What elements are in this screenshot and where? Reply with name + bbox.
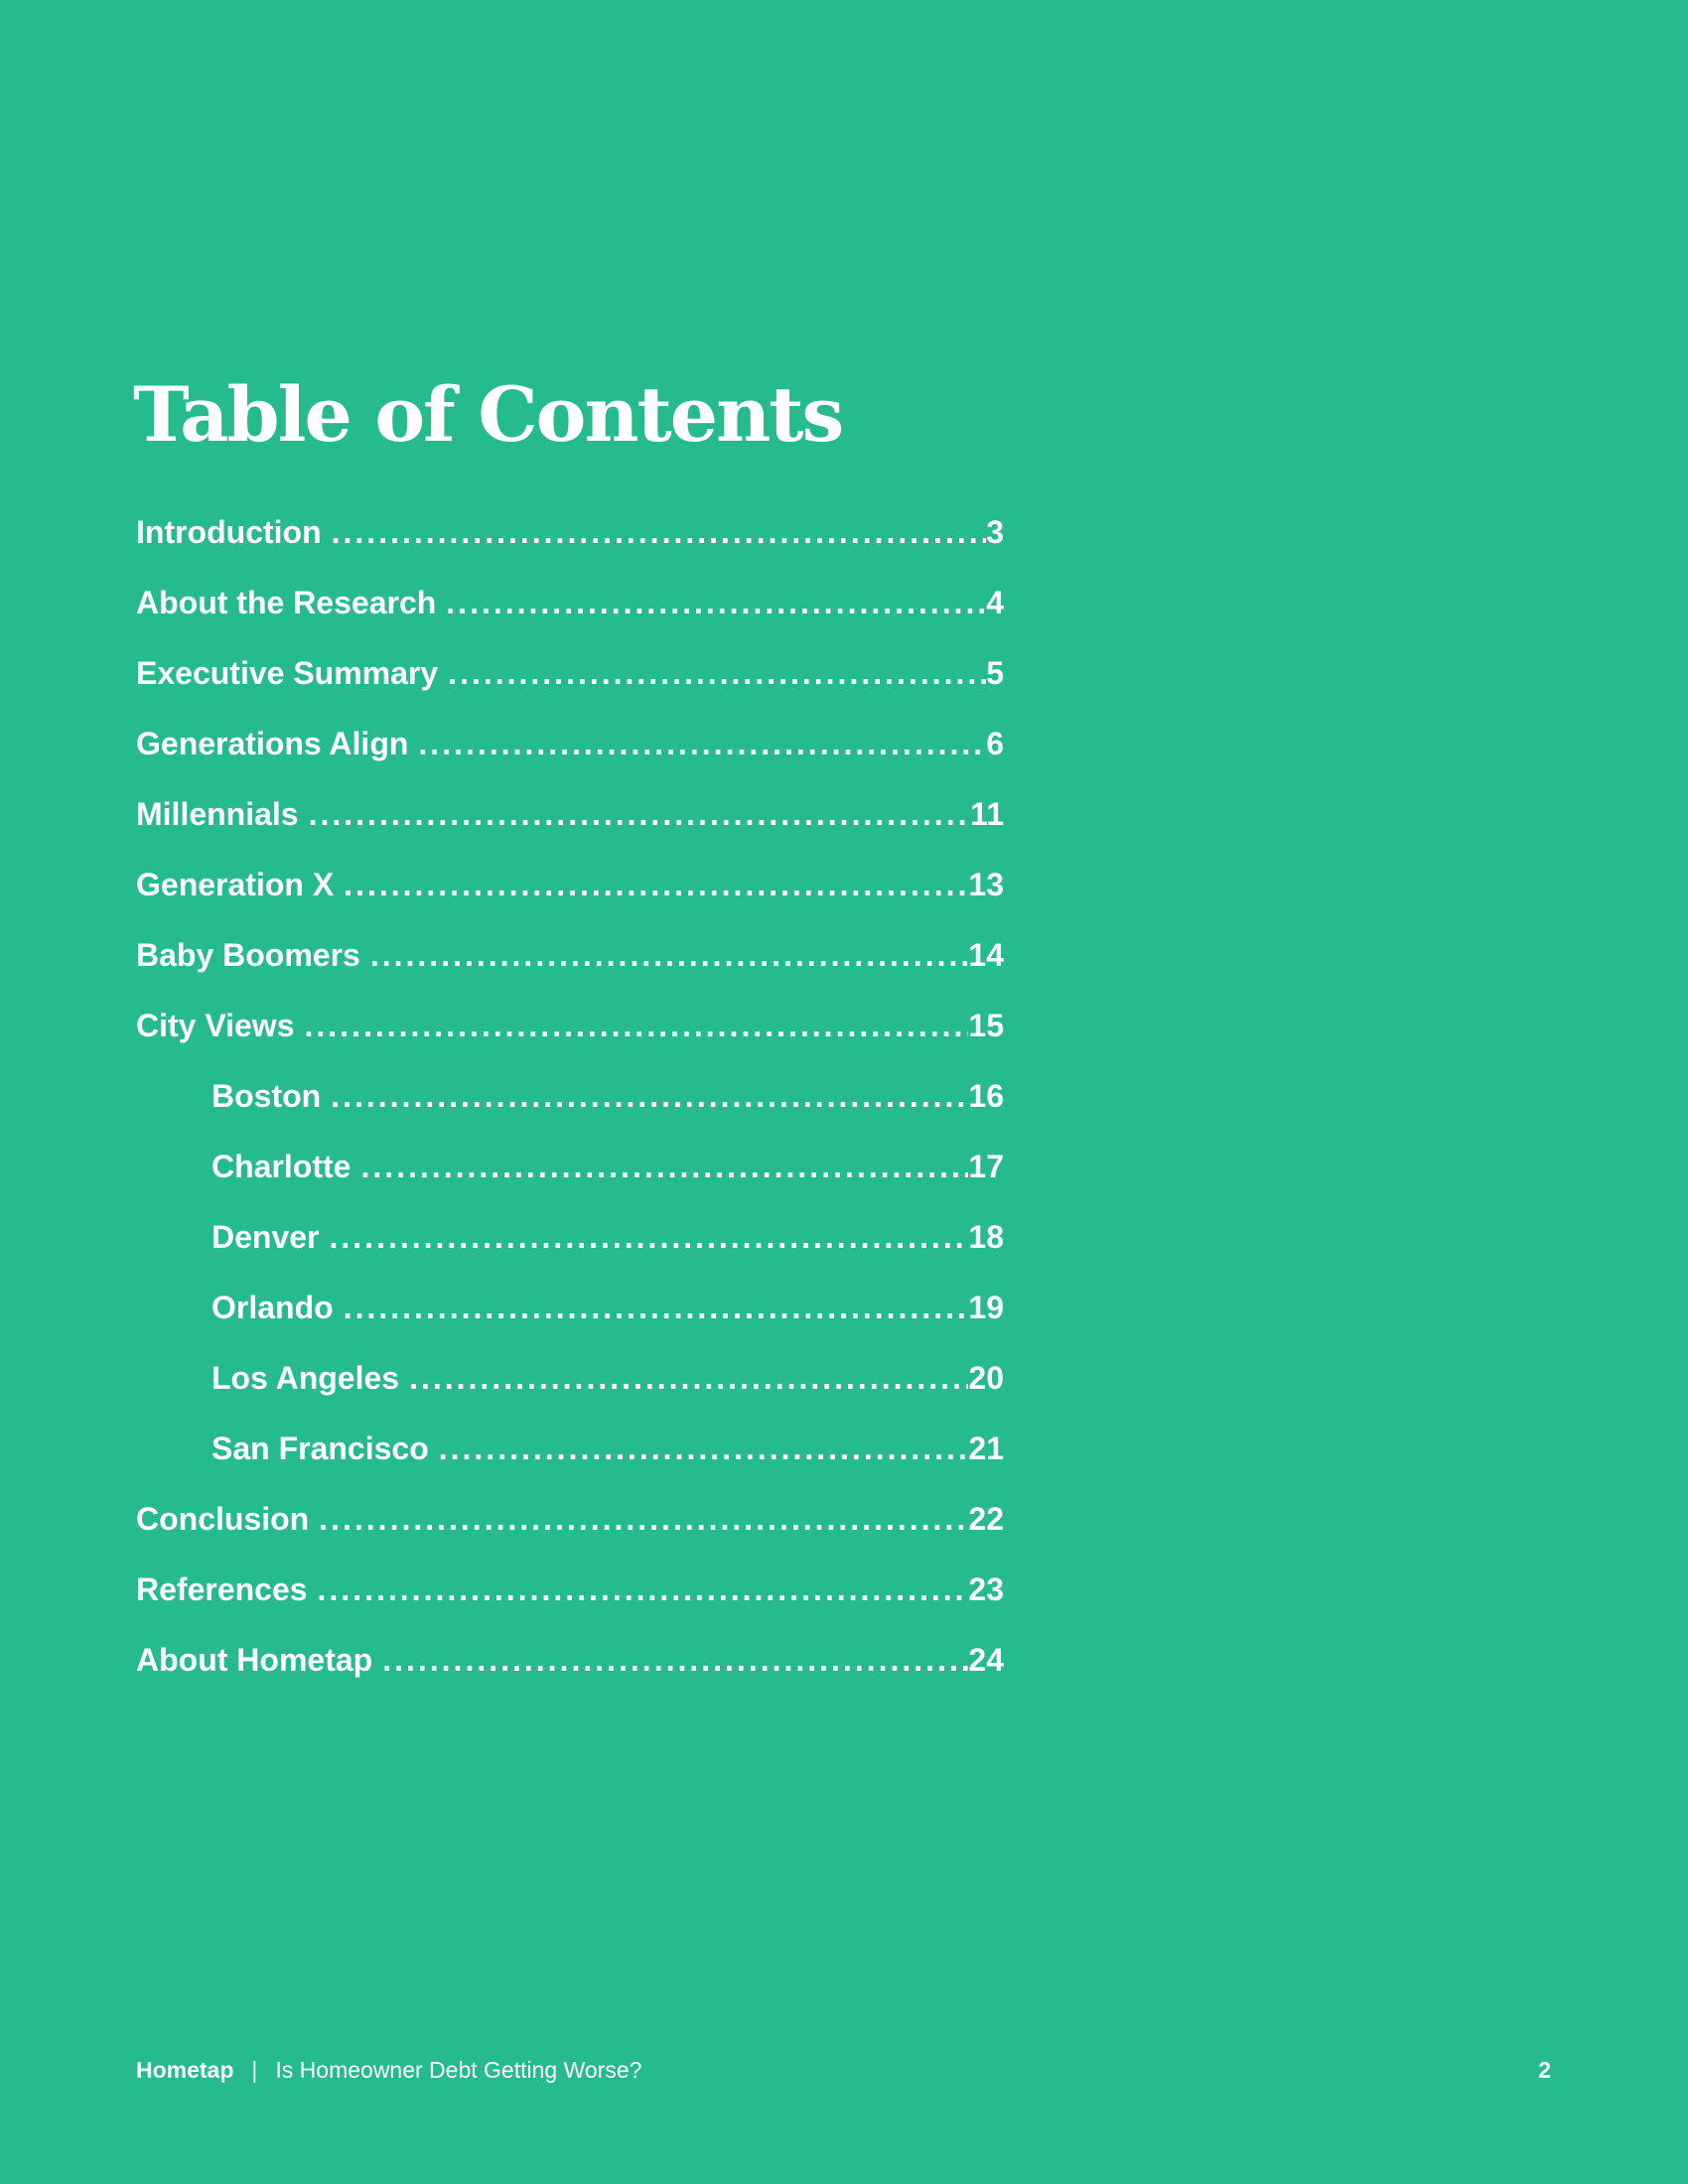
toc-entry-label: San Francisco bbox=[211, 1431, 429, 1466]
toc-entry-millennials[interactable]: Millennials 11 bbox=[136, 779, 1004, 850]
toc-entry-page: 15 bbox=[968, 1008, 1004, 1043]
toc-entry-about-the-research[interactable]: About the Research 4 bbox=[136, 568, 1004, 638]
brand-name: Hometap bbox=[136, 2057, 234, 2083]
toc-entry-generation-x[interactable]: Generation X 13 bbox=[136, 850, 1004, 920]
dot-leader bbox=[429, 1414, 969, 1484]
dot-leader bbox=[438, 638, 986, 709]
toc-entry-page: 19 bbox=[968, 1290, 1004, 1325]
toc-entry-page: 5 bbox=[986, 655, 1004, 691]
dot-leader bbox=[399, 1343, 968, 1414]
toc-entry-page: 20 bbox=[968, 1360, 1004, 1396]
toc-entry-page: 6 bbox=[986, 726, 1004, 761]
dot-leader bbox=[408, 709, 986, 779]
toc-entry-label: References bbox=[136, 1571, 308, 1607]
dot-leader bbox=[299, 779, 971, 850]
dot-leader bbox=[372, 1625, 968, 1696]
toc-entry-page: 4 bbox=[986, 585, 1004, 620]
toc-entry-page: 22 bbox=[968, 1501, 1004, 1537]
toc-entry-label: Denver bbox=[211, 1219, 320, 1255]
toc-entry-orlando[interactable]: Orlando 19 bbox=[136, 1273, 1004, 1343]
toc-entry-page: 18 bbox=[968, 1219, 1004, 1255]
toc-entry-label: Boston bbox=[211, 1078, 322, 1114]
table-of-contents: Introduction 3 About the Research 4 Exec… bbox=[136, 497, 1004, 1696]
dot-leader bbox=[436, 568, 986, 638]
toc-entry-page: 16 bbox=[968, 1078, 1004, 1114]
toc-entry-page: 14 bbox=[968, 937, 1004, 973]
toc-entry-label: City Views bbox=[136, 1008, 295, 1043]
toc-entry-los-angeles[interactable]: Los Angeles 20 bbox=[136, 1343, 1004, 1414]
toc-entry-charlotte[interactable]: Charlotte 17 bbox=[136, 1132, 1004, 1202]
toc-entry-label: Orlando bbox=[211, 1290, 334, 1325]
toc-entry-label: Generation X bbox=[136, 867, 335, 902]
toc-entry-label: Executive Summary bbox=[136, 655, 439, 691]
toc-entry-page: 11 bbox=[970, 796, 1004, 832]
toc-entry-city-views[interactable]: City Views 15 bbox=[136, 991, 1004, 1061]
footer-left: Hometap | Is Homeowner Debt Getting Wors… bbox=[136, 2055, 641, 2085]
toc-entry-label: About Hometap bbox=[136, 1642, 373, 1678]
toc-entry-conclusion[interactable]: Conclusion 22 bbox=[136, 1484, 1004, 1555]
footer-document-title: Is Homeowner Debt Getting Worse? bbox=[275, 2057, 642, 2083]
toc-entry-introduction[interactable]: Introduction 3 bbox=[136, 497, 1004, 568]
toc-entry-page: 24 bbox=[968, 1642, 1004, 1678]
toc-entry-page: 3 bbox=[986, 514, 1004, 550]
toc-entry-page: 17 bbox=[968, 1149, 1004, 1184]
toc-entry-san-francisco[interactable]: San Francisco 21 bbox=[136, 1414, 1004, 1484]
toc-entry-label: About the Research bbox=[136, 585, 437, 620]
dot-leader bbox=[334, 850, 968, 920]
toc-entry-baby-boomers[interactable]: Baby Boomers 14 bbox=[136, 920, 1004, 991]
toc-entry-label: Introduction bbox=[136, 514, 322, 550]
toc-entry-page: 23 bbox=[968, 1571, 1004, 1607]
toc-entry-generations-align[interactable]: Generations Align 6 bbox=[136, 709, 1004, 779]
toc-entry-label: Millennials bbox=[136, 796, 299, 832]
dot-leader bbox=[294, 991, 968, 1061]
toc-entry-label: Los Angeles bbox=[211, 1360, 400, 1396]
dot-leader bbox=[322, 497, 987, 568]
toc-entry-label: Conclusion bbox=[136, 1501, 310, 1537]
dot-leader bbox=[321, 1061, 968, 1132]
dot-leader bbox=[334, 1273, 969, 1343]
toc-entry-about-hometap[interactable]: About Hometap 24 bbox=[136, 1625, 1004, 1696]
footer-page-number: 2 bbox=[1538, 2057, 1551, 2083]
toc-entry-denver[interactable]: Denver 18 bbox=[136, 1202, 1004, 1273]
dot-leader bbox=[308, 1555, 969, 1625]
page-footer: Hometap | Is Homeowner Debt Getting Wors… bbox=[136, 2055, 1551, 2085]
dot-leader bbox=[309, 1484, 968, 1555]
page-title: Table of Contents bbox=[133, 370, 844, 459]
toc-entry-label: Charlotte bbox=[211, 1149, 352, 1184]
footer-separator: | bbox=[251, 2057, 258, 2083]
toc-entry-label: Generations Align bbox=[136, 726, 409, 761]
toc-entry-label: Baby Boomers bbox=[136, 937, 360, 973]
dot-leader bbox=[360, 920, 969, 991]
toc-entry-page: 13 bbox=[968, 867, 1004, 902]
toc-entry-page: 21 bbox=[968, 1431, 1004, 1466]
toc-entry-boston[interactable]: Boston 16 bbox=[136, 1061, 1004, 1132]
dot-leader bbox=[320, 1202, 969, 1273]
toc-entry-references[interactable]: References 23 bbox=[136, 1555, 1004, 1625]
toc-entry-executive-summary[interactable]: Executive Summary 5 bbox=[136, 638, 1004, 709]
dot-leader bbox=[351, 1132, 968, 1202]
